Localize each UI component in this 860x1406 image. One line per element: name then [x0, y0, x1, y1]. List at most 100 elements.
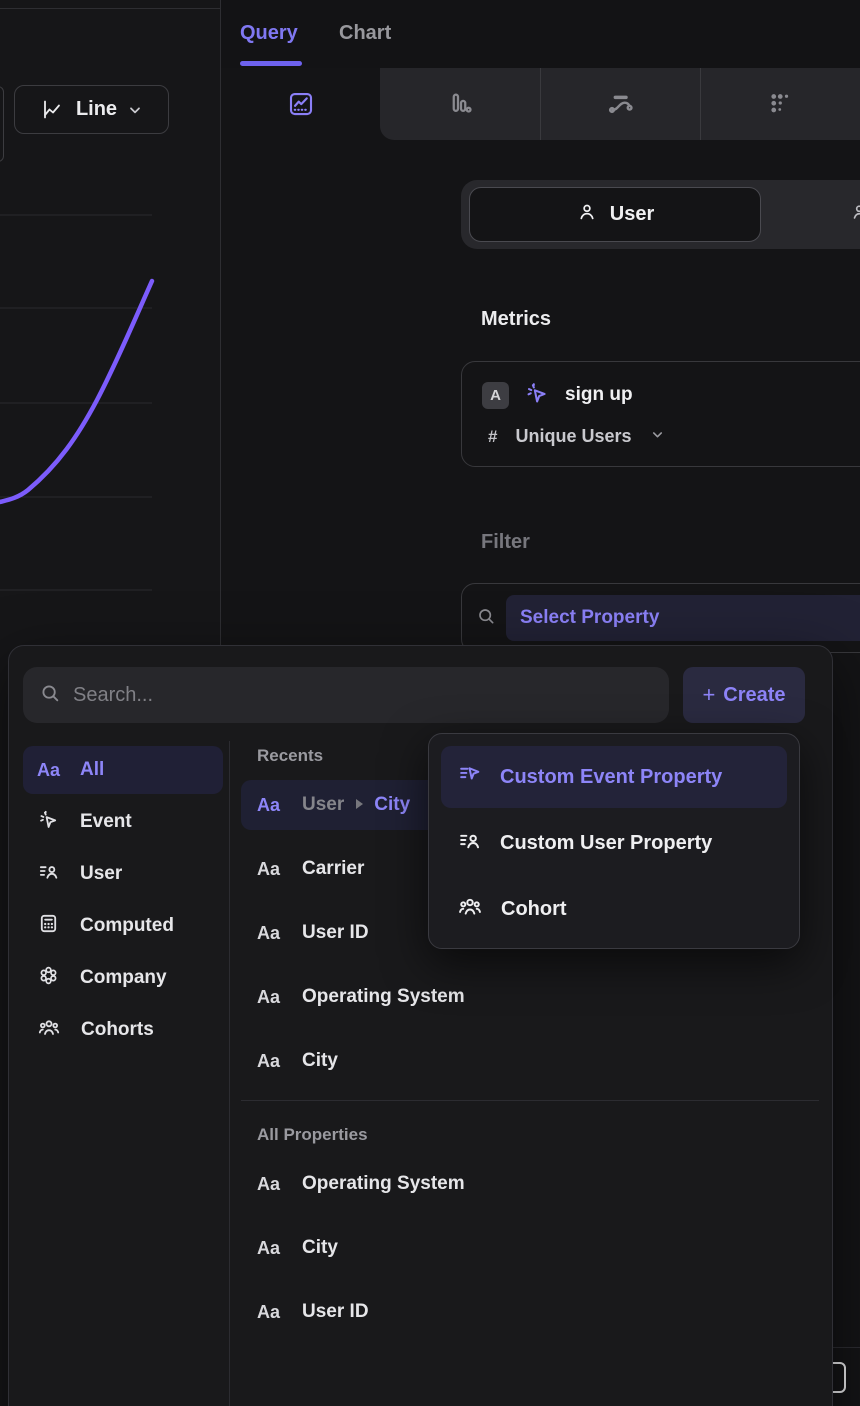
metric-event-name[interactable]: sign up: [565, 384, 633, 405]
tab-flows[interactable]: [540, 68, 699, 140]
metric-letter-badge: A: [482, 381, 509, 409]
cohorts-icon: [37, 1015, 61, 1045]
recents-heading: Recents: [257, 746, 324, 765]
menu-item-custom-event-property[interactable]: Custom Event Property: [441, 746, 787, 808]
select-property-field[interactable]: Select Property: [506, 595, 860, 641]
category-label: Cohorts: [81, 1019, 154, 1040]
flows-icon: [604, 88, 636, 120]
category-all[interactable]: Aa All: [23, 746, 223, 794]
category-label: User: [80, 863, 123, 884]
tab-query[interactable]: Query: [240, 22, 298, 44]
cohort-icon: [457, 893, 483, 925]
breadcrumb-child: City: [374, 794, 411, 815]
property-label: User ID: [302, 1301, 369, 1322]
event-icon: [524, 380, 550, 411]
menu-item-label: Custom Event Property: [500, 765, 723, 788]
entity-segmented-control: User Company: [461, 180, 860, 249]
company-icon: [850, 201, 860, 229]
all-property[interactable]: Aa Operating System: [241, 1159, 819, 1209]
series-line: [0, 278, 155, 505]
metric-event-row: A sign up: [482, 381, 860, 409]
menu-item-label: Cohort: [501, 897, 567, 920]
retention-icon: [765, 89, 795, 119]
clipped-toolbar-button[interactable]: [0, 86, 4, 162]
all-property[interactable]: Aa User ID: [241, 1287, 819, 1337]
create-button[interactable]: + Create: [683, 667, 805, 723]
category-label: All: [80, 759, 105, 780]
filter-card: Select Property: [461, 583, 860, 653]
menu-item-custom-user-property[interactable]: Custom User Property: [441, 812, 787, 874]
report-type-strip: [221, 68, 860, 140]
custom-user-property-icon: [457, 828, 482, 859]
query-chart-tabbar: [221, 0, 860, 68]
picker-search-input[interactable]: [73, 683, 653, 707]
chevron-down-icon: [127, 102, 143, 118]
panel-top-border: [0, 8, 220, 9]
category-user[interactable]: User: [23, 850, 223, 898]
recent-property[interactable]: Aa Carrier: [241, 844, 819, 894]
text-type-icon: Aa: [257, 794, 281, 815]
menu-item-cohort[interactable]: Cohort: [441, 878, 787, 940]
menu-item-label: Custom User Property: [500, 831, 713, 854]
background-divider: [833, 1347, 860, 1348]
picker-search-bar[interactable]: [23, 667, 669, 723]
list-section-divider: [241, 1100, 819, 1101]
event-icon: [37, 808, 60, 837]
text-type-icon: Aa: [257, 1237, 281, 1258]
aggregation-label: Unique Users: [515, 426, 632, 446]
property-label: City: [302, 1237, 338, 1258]
picker-category-sidebar: Aa All Event Use: [23, 746, 223, 1058]
line-chart-preview: [0, 200, 220, 645]
create-submenu: Custom Event Property Custom User Proper…: [428, 733, 800, 949]
create-label: Create: [723, 683, 786, 706]
chart-type-dropdown[interactable]: Line: [14, 85, 169, 134]
category-label: Event: [80, 811, 132, 832]
tab-chart[interactable]: Chart: [339, 22, 392, 44]
all-properties-heading: All Properties: [257, 1125, 368, 1144]
text-type-icon: Aa: [257, 858, 281, 879]
segment-company[interactable]: Company: [769, 180, 860, 249]
tab-retention[interactable]: [700, 68, 859, 140]
category-cohorts[interactable]: Cohorts: [23, 1006, 223, 1054]
recent-property[interactable]: Aa City: [241, 1036, 819, 1086]
search-icon: [476, 606, 496, 631]
metrics-heading: Metrics: [481, 308, 552, 330]
breadcrumb-parent: User: [302, 794, 345, 815]
recent-property[interactable]: Aa User ID: [241, 908, 819, 958]
tab-insights[interactable]: [221, 68, 380, 140]
breadcrumb-arrow-icon: [354, 794, 364, 816]
picker-column-divider: [229, 741, 230, 1406]
insights-icon: [286, 89, 316, 119]
line-chart-icon: [40, 98, 66, 122]
plus-icon: +: [702, 682, 716, 707]
metric-card[interactable]: A sign up # Unique Users: [461, 361, 860, 467]
text-type-icon: Aa: [37, 759, 61, 780]
chevron-down-icon: [650, 427, 665, 447]
property-label: Carrier: [302, 858, 365, 879]
property-label: User ID: [302, 922, 369, 943]
category-computed[interactable]: Computed: [23, 902, 223, 950]
custom-event-property-icon: [457, 762, 482, 793]
all-property[interactable]: Aa City: [241, 1223, 819, 1273]
segment-user[interactable]: User: [469, 187, 761, 242]
segment-user-label: User: [609, 203, 655, 225]
property-label: Operating System: [302, 1173, 465, 1194]
text-type-icon: Aa: [257, 986, 281, 1007]
recent-property[interactable]: Aa Operating System: [241, 972, 819, 1022]
metric-aggregation-dropdown[interactable]: # Unique Users: [488, 426, 665, 447]
user-icon: [576, 201, 598, 229]
category-label: Company: [80, 967, 167, 988]
property-label: City: [302, 1050, 338, 1071]
text-type-icon: Aa: [257, 1173, 281, 1194]
filter-heading: Filter: [481, 531, 530, 553]
category-event[interactable]: Event: [23, 798, 223, 846]
property-label: Operating System: [302, 986, 465, 1007]
search-icon: [39, 682, 61, 709]
computed-icon: [37, 912, 60, 941]
text-type-icon: Aa: [257, 1050, 281, 1071]
tab-funnels[interactable]: [380, 68, 539, 140]
number-type-icon: #: [488, 426, 498, 446]
category-company[interactable]: Company: [23, 954, 223, 1002]
tab-separator: [540, 68, 541, 140]
